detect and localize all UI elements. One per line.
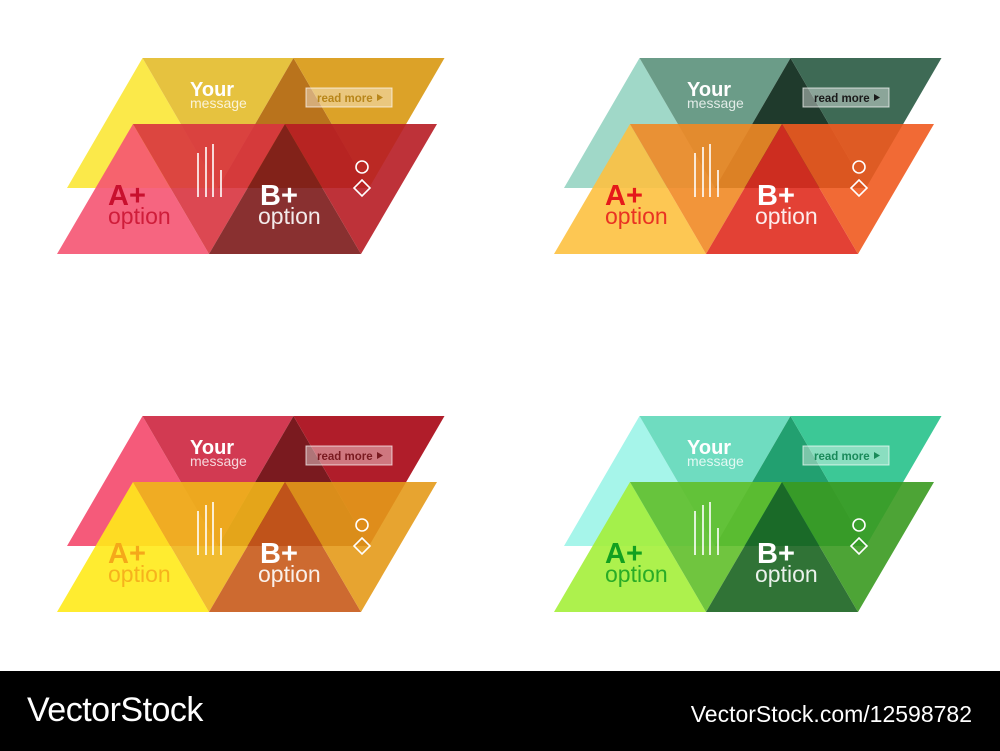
top-triangle (639, 58, 791, 188)
message-label: message (190, 95, 247, 111)
bottom-triangle (706, 124, 858, 254)
bottom-triangle (554, 124, 706, 254)
bottom-triangle (285, 124, 437, 254)
bottom-triangle (630, 482, 782, 612)
bottom-triangle (782, 482, 934, 612)
b-option-label: option (755, 203, 818, 229)
top-triangle (790, 416, 942, 546)
top-triangle (142, 58, 294, 188)
read-more-box (802, 445, 890, 466)
bar-lines-icon (694, 502, 719, 555)
diamond-icon (352, 536, 372, 556)
bar-lines-icon (197, 144, 222, 197)
diamond-icon (849, 178, 869, 198)
bottom-triangle (57, 482, 209, 612)
b-plus-label: B+ (757, 180, 795, 212)
diamond-icon (849, 536, 869, 556)
your-label: Your (687, 437, 731, 459)
circle-icon (355, 160, 369, 174)
read-more-label: read more (814, 93, 870, 105)
circle-icon (852, 160, 866, 174)
a-option-label: option (108, 203, 171, 229)
b-option-label: option (258, 561, 321, 587)
image-url: VectorStock.com/12598782 (690, 701, 972, 727)
read-more-button[interactable]: read more (305, 445, 393, 466)
b-plus-label: B+ (260, 538, 298, 570)
your-label: Your (687, 79, 731, 101)
top-triangle (142, 416, 294, 546)
read-more-button[interactable]: read more (802, 87, 890, 108)
a-option-label: option (605, 203, 668, 229)
play-triangle-icon (874, 452, 880, 459)
message-label: message (687, 453, 744, 469)
a-plus-label: A+ (605, 538, 643, 570)
bottom-triangle (554, 482, 706, 612)
read-more-button[interactable]: read more (305, 87, 393, 108)
read-more-label: read more (814, 451, 870, 463)
read-more-box (305, 87, 393, 108)
b-option-label: option (755, 561, 818, 587)
circle-icon (852, 518, 866, 532)
read-more-box (305, 445, 393, 466)
bar-lines-icon (694, 144, 719, 197)
play-triangle-icon (377, 452, 383, 459)
diamond-icon (352, 178, 372, 198)
bottom-triangle (285, 482, 437, 612)
message-label: message (190, 453, 247, 469)
footer-bar: VectorStock VectorStock.com/12598782 (0, 671, 1000, 751)
top-triangle (790, 58, 942, 188)
top-triangle (639, 416, 791, 546)
read-more-label: read more (317, 93, 373, 105)
bottom-triangle (133, 482, 285, 612)
your-label: Your (190, 79, 234, 101)
b-plus-label: B+ (260, 180, 298, 212)
bottom-triangle (209, 124, 361, 254)
b-option-label: option (258, 203, 321, 229)
a-plus-label: A+ (108, 180, 146, 212)
b-plus-label: B+ (757, 538, 795, 570)
read-more-button[interactable]: read more (802, 445, 890, 466)
read-more-box (802, 87, 890, 108)
bar-lines-icon (197, 502, 222, 555)
bottom-triangle (782, 124, 934, 254)
bottom-triangle (209, 482, 361, 612)
bottom-triangle (133, 124, 285, 254)
top-triangle (293, 58, 445, 188)
bottom-triangle (706, 482, 858, 612)
play-triangle-icon (874, 94, 880, 101)
bottom-triangle (57, 124, 209, 254)
top-triangle (293, 416, 445, 546)
a-option-label: option (605, 561, 668, 587)
circle-icon (355, 518, 369, 532)
bottom-triangle (630, 124, 782, 254)
message-label: message (687, 95, 744, 111)
play-triangle-icon (377, 94, 383, 101)
a-plus-label: A+ (605, 180, 643, 212)
read-more-label: read more (317, 451, 373, 463)
your-label: Your (190, 437, 234, 459)
vectorstock-logo: VectorStock (27, 691, 203, 729)
a-plus-label: A+ (108, 538, 146, 570)
a-option-label: option (108, 561, 171, 587)
